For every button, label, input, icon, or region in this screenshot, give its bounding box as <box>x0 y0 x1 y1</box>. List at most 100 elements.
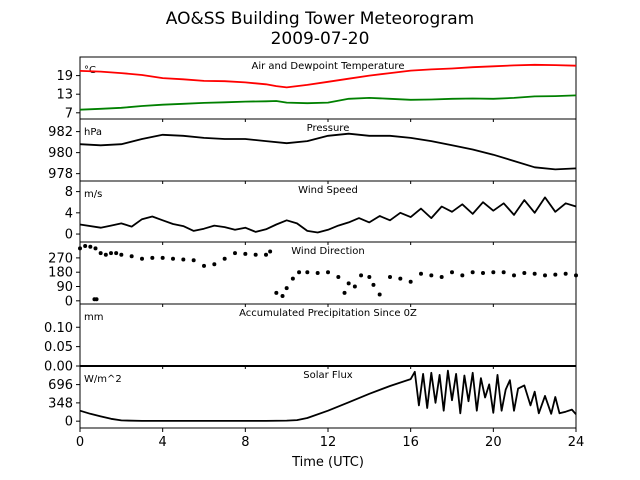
y-tick-label: 90 <box>56 280 73 295</box>
figure-subtitle: 2009-07-20 <box>271 29 370 49</box>
x-tick-label: 12 <box>320 435 337 450</box>
y-tick-label: 978 <box>48 167 73 182</box>
y-tick-label: 0 <box>65 228 73 243</box>
wind-direction-point <box>109 251 113 256</box>
wind-direction-point <box>439 274 444 279</box>
wind-direction-point <box>398 276 403 281</box>
panel-title: Solar Flux <box>303 370 353 381</box>
panel-title: Accumulated Precipitation Since 0Z <box>239 308 417 319</box>
x-tick-label: 8 <box>241 435 249 450</box>
wind-direction-point <box>119 252 124 257</box>
y-tick-label: 7 <box>65 106 73 121</box>
wind-direction-point <box>140 256 144 261</box>
wind-direction-point <box>336 274 341 279</box>
wind-direction-point <box>522 271 527 275</box>
panel-5: 0 348 696 Solar Flux W/m^2 <box>48 365 577 432</box>
wind-direction-point <box>501 270 506 275</box>
wind-direction-point <box>114 251 119 256</box>
wind-direction-point <box>150 255 155 260</box>
panel-2: 0 4 8 Wind Speed m/s <box>65 180 577 245</box>
figure-title: AO&SS Building Tower Meteorogram <box>166 9 474 29</box>
wind-direction-point <box>274 290 279 295</box>
wind-direction-point <box>171 256 175 261</box>
y-tick-label: 348 <box>48 396 73 411</box>
y-tick-label: 696 <box>48 378 73 393</box>
wind-direction-point <box>563 271 568 276</box>
x-tick-label: 16 <box>402 435 419 450</box>
wind-direction-point <box>543 273 547 278</box>
panel-title: Wind Direction <box>291 246 365 257</box>
wind-direction-point <box>359 273 364 278</box>
wind-direction-point <box>103 252 108 257</box>
wind-direction-point <box>222 256 227 261</box>
y-tick-label: 0 <box>65 294 73 309</box>
wind-direction-point <box>160 255 165 260</box>
wind-direction-point <box>450 270 454 275</box>
y-tick-label: 19 <box>56 69 73 84</box>
wind-direction-point <box>191 258 196 263</box>
panel-title: Pressure <box>307 123 350 134</box>
y-tick-label: 0.00 <box>44 360 73 375</box>
wind-direction-point <box>181 257 186 262</box>
y-tick-label: 13 <box>56 88 73 103</box>
panel-title: Air and Dewpoint Temperature <box>252 61 405 72</box>
y-tick-label: 180 <box>48 266 73 281</box>
wind-direction-point <box>388 274 392 279</box>
wind-direction-point <box>315 271 320 275</box>
y-tick-label: 0.10 <box>44 321 73 336</box>
wind-direction-point <box>470 270 475 275</box>
x-tick-label: 20 <box>485 435 502 450</box>
y-tick-label: 8 <box>65 185 73 200</box>
wind-direction-point <box>284 286 289 291</box>
wind-direction-point <box>280 294 285 299</box>
wind-direction-point <box>83 243 88 248</box>
series-line-2-0 <box>79 196 577 234</box>
wind-direction-point <box>481 271 485 275</box>
y-tick-label: 270 <box>48 251 73 266</box>
x-axis: 0 4 8 12 16 20 24 <box>76 435 584 450</box>
wind-direction-point <box>305 270 310 275</box>
wind-direction-point <box>367 274 372 279</box>
series-line-0-1 <box>79 94 577 111</box>
wind-direction-point <box>93 246 98 251</box>
wind-direction-point <box>78 246 82 251</box>
wind-direction-point <box>290 276 295 281</box>
panel-1: 978 980 982 Pressure hPa <box>48 118 577 184</box>
x-tick-label: 24 <box>568 435 585 450</box>
series-line-1-0 <box>79 132 577 171</box>
wind-direction-point <box>233 251 237 256</box>
series-line-5-0 <box>79 369 577 422</box>
wind-direction-point <box>532 271 537 276</box>
wind-direction-point <box>512 273 516 278</box>
wind-direction-point <box>268 249 273 254</box>
y-tick-label: 980 <box>48 146 73 161</box>
wind-direction-point <box>264 252 268 257</box>
wind-direction-point <box>94 297 99 302</box>
panel-unit: mm <box>84 312 103 323</box>
y-tick-label: 982 <box>48 125 73 140</box>
wind-direction-point <box>129 254 134 259</box>
x-axis-label: Time (UTC) <box>291 455 364 470</box>
x-tick-label: 0 <box>76 435 84 450</box>
wind-direction-point <box>553 272 558 277</box>
panel-4: 0.00 0.05 0.10 Accumulated Precipitation Si… <box>44 303 577 375</box>
wind-direction-point <box>408 279 413 284</box>
wind-direction-point <box>98 251 103 256</box>
wind-direction-point <box>346 281 351 286</box>
y-tick-label: 0.05 <box>44 340 73 355</box>
wind-direction-point <box>429 273 434 278</box>
wind-direction-point <box>491 270 496 275</box>
wind-direction-point <box>212 262 217 267</box>
wind-direction-point <box>352 284 357 289</box>
wind-direction-point <box>253 252 258 257</box>
y-tick-label: 0 <box>65 415 73 430</box>
series-line-0-0 <box>79 63 577 89</box>
wind-direction-point <box>297 270 302 275</box>
wind-direction-point <box>243 251 248 256</box>
wind-direction-point <box>88 244 93 249</box>
wind-direction-point <box>326 270 330 275</box>
